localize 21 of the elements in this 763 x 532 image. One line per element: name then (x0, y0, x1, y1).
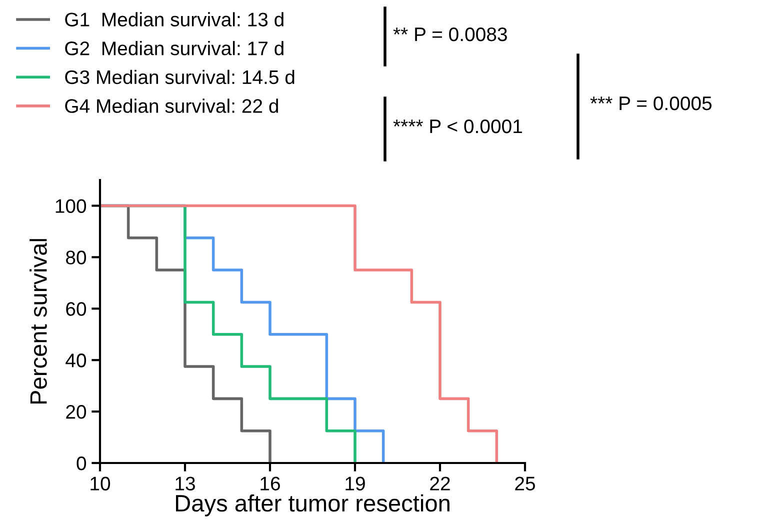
legend-label: G4 Median survival: 22 d (65, 98, 278, 113)
x-tick-label: 10 (90, 476, 110, 490)
x-tick-label: 16 (260, 476, 280, 490)
y-tick-label: 60 (66, 302, 86, 316)
y-tick-label: 40 (66, 354, 86, 368)
legend-label: G1 Median survival: 13 d (65, 12, 284, 26)
x-tick-label: 22 (430, 476, 450, 490)
text: **** P < 0.0001 (393, 119, 522, 134)
x-tick-label: 19 (346, 476, 365, 490)
x-tick-label: 25 (515, 476, 535, 490)
legend-label: G2 Median survival: 17 d (65, 41, 284, 56)
text: ** P = 0.0083 (393, 27, 507, 42)
y-tick-label: 0 (76, 456, 86, 470)
y-tick-label: 20 (66, 405, 86, 419)
y-axis-title: Percent survival (30, 239, 47, 404)
legend-label: G3 Median survival: 14.5 d (65, 70, 294, 84)
y-tick-label: 80 (66, 250, 86, 264)
x-tick-label: 13 (176, 476, 195, 490)
text: *** P = 0.0005 (590, 96, 712, 110)
y-tick-label: 100 (56, 199, 86, 213)
x-axis-title: Days after tumor resection (176, 494, 450, 516)
